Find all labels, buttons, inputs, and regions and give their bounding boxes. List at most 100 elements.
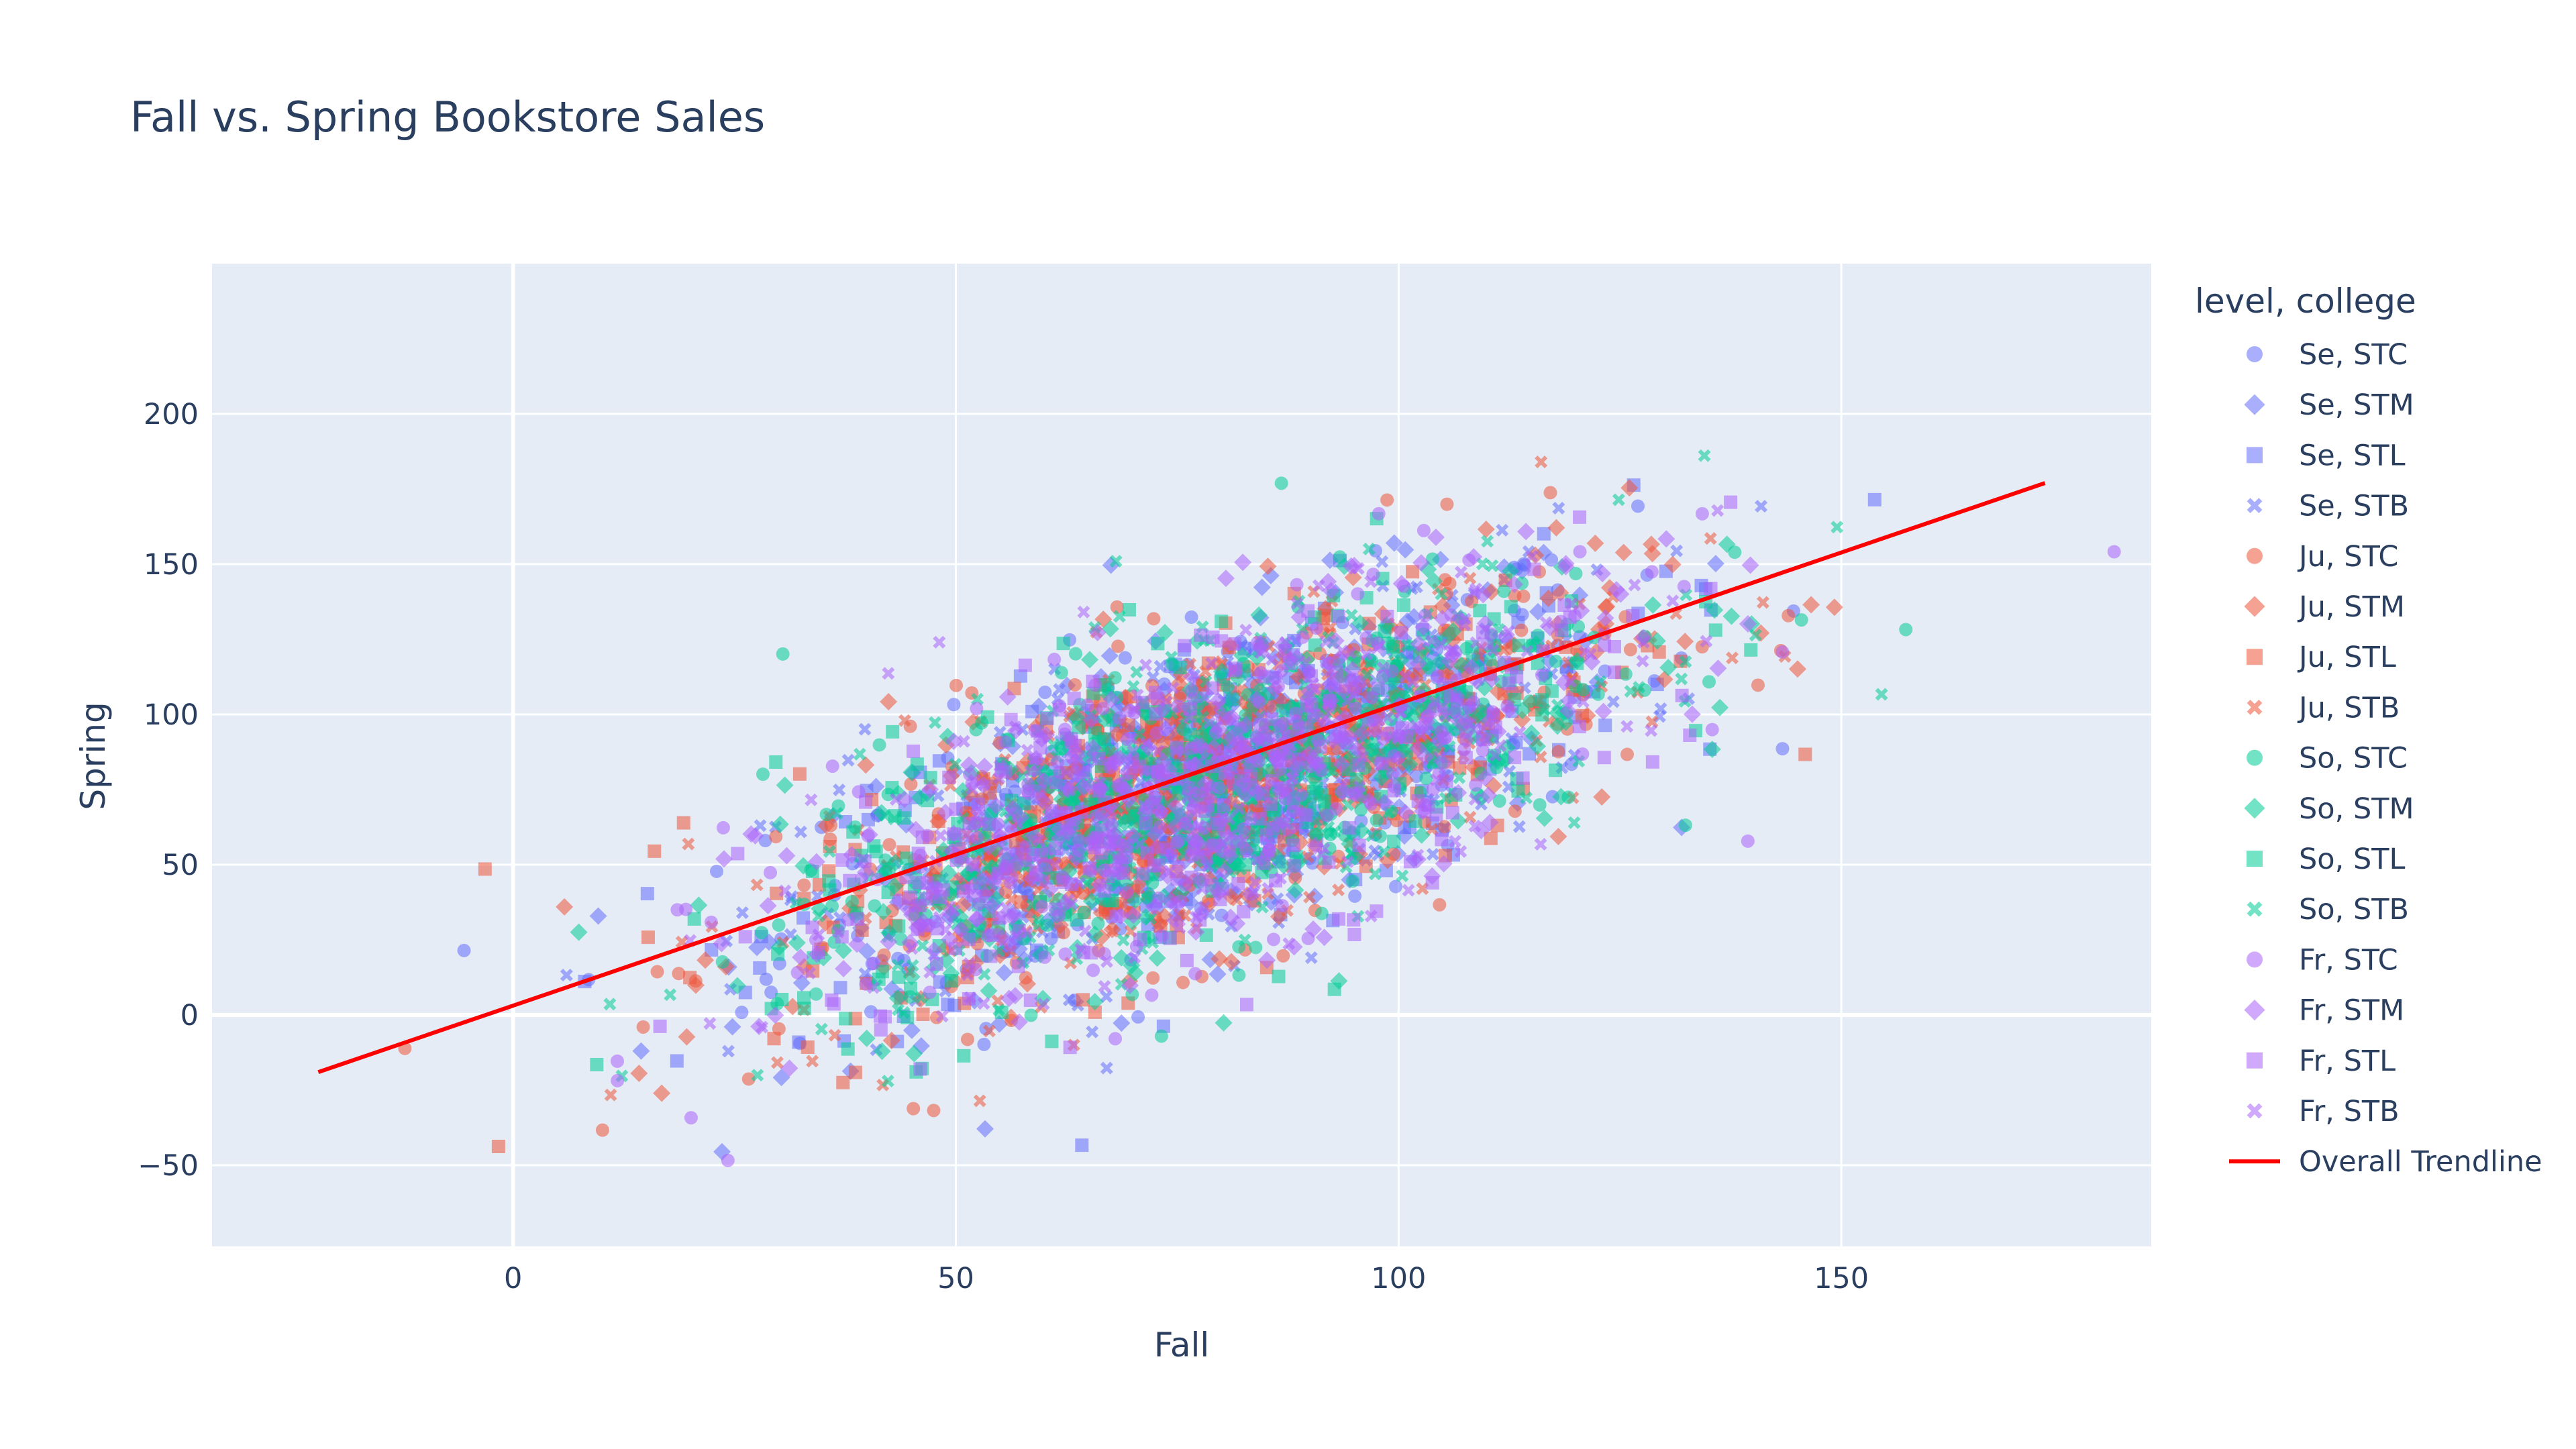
legend-item[interactable]: Ju, STC xyxy=(2247,540,2398,574)
scatter-point xyxy=(715,955,729,969)
scatter-point xyxy=(1218,766,1232,780)
legend-item[interactable]: Ju, STM xyxy=(2244,590,2405,624)
scatter-point xyxy=(1237,905,1251,919)
scatter-point xyxy=(1100,989,1113,1003)
legend-item-trendline[interactable]: Overall Trendline xyxy=(2229,1145,2542,1179)
scatter-point xyxy=(1215,1014,1233,1032)
scatter-point xyxy=(1376,757,1390,771)
scatter-point xyxy=(1326,764,1339,777)
scatter-point xyxy=(1663,555,1682,574)
scatter-point xyxy=(1185,683,1199,697)
scatter-point xyxy=(1028,863,1041,877)
y-tick-label: 0 xyxy=(181,999,199,1032)
scatter-point xyxy=(1620,747,1634,761)
scatter-point xyxy=(1292,752,1306,766)
scatter-point xyxy=(1050,820,1068,838)
scatter-point xyxy=(1525,549,1539,563)
legend-item[interactable]: Se, STB xyxy=(2247,490,2410,523)
scatter-point xyxy=(797,991,811,1005)
scatter-point xyxy=(731,847,745,861)
legend-item[interactable]: Se, STM xyxy=(2244,388,2414,422)
scatter-point xyxy=(1328,825,1341,839)
scatter-point xyxy=(1749,629,1762,642)
legend-item[interactable]: So, STL xyxy=(2247,843,2406,876)
legend-item[interactable]: Fr, STB xyxy=(2247,1095,2400,1128)
scatter-point xyxy=(1510,670,1524,684)
scatter-point xyxy=(1230,894,1243,907)
scatter-point xyxy=(1053,683,1066,696)
scatter-point xyxy=(1433,751,1446,764)
legend-symbol xyxy=(2247,649,2263,665)
scatter-point xyxy=(1728,545,1742,559)
scatter-point xyxy=(1551,584,1569,602)
legend-item[interactable]: Ju, STL xyxy=(2247,641,2396,674)
scatter-point xyxy=(1319,655,1333,668)
scatter-point xyxy=(1187,923,1205,941)
scatter-point xyxy=(1539,590,1557,608)
scatter-point xyxy=(1560,692,1578,710)
scatter-point xyxy=(1025,704,1039,718)
scatter-point xyxy=(1176,975,1190,989)
scatter-point xyxy=(1054,665,1068,680)
scatter-point xyxy=(1135,867,1149,881)
scatter-point xyxy=(885,781,899,795)
legend-label: Ju, STL xyxy=(2297,641,2396,674)
legend-item[interactable]: Ju, STB xyxy=(2247,691,2400,724)
legend-symbol xyxy=(2247,749,2263,766)
scatter-point xyxy=(1512,820,1526,833)
scatter-point xyxy=(1549,763,1563,777)
scatter-point xyxy=(1425,572,1443,590)
scatter-point xyxy=(721,1044,735,1058)
scatter-point xyxy=(1378,624,1392,638)
scatter-point xyxy=(1549,717,1567,735)
x-tick-label: 50 xyxy=(937,1262,974,1295)
legend-item[interactable]: Se, STL xyxy=(2247,439,2406,472)
scatter-point xyxy=(1637,635,1650,649)
scatter-point xyxy=(858,854,872,868)
scatter-point xyxy=(1435,833,1449,847)
scatter-point xyxy=(910,757,924,771)
scatter-point xyxy=(941,998,955,1012)
scatter-point xyxy=(1331,610,1345,624)
scatter-point xyxy=(756,767,770,782)
scatter-point xyxy=(672,967,686,981)
scatter-point xyxy=(1183,667,1201,686)
scatter-point xyxy=(1032,834,1045,847)
scatter-point xyxy=(1287,859,1301,873)
scatter-point xyxy=(898,714,911,727)
legend-item[interactable]: So, STM xyxy=(2244,792,2414,826)
scatter-point xyxy=(1633,680,1646,694)
scatter-point xyxy=(923,985,937,1000)
scatter-point xyxy=(915,830,929,845)
scatter-point xyxy=(1072,720,1086,735)
scatter-point xyxy=(1775,645,1790,659)
scatter-point xyxy=(1494,739,1507,752)
scatter-point xyxy=(1266,653,1279,666)
scatter-point xyxy=(1258,951,1276,969)
scatter-point xyxy=(889,793,903,806)
scatter-point xyxy=(759,897,777,915)
scatter-point xyxy=(1554,623,1568,637)
scatter-point xyxy=(1537,527,1551,541)
legend-item[interactable]: Fr, STL xyxy=(2247,1044,2395,1078)
scatter-point xyxy=(1476,769,1494,787)
scatter-point xyxy=(1117,866,1131,880)
legend-item[interactable]: Fr, STM xyxy=(2244,994,2404,1028)
scatter-point xyxy=(1215,711,1229,725)
scatter-point xyxy=(1237,716,1255,734)
legend-item[interactable]: So, STC xyxy=(2247,742,2408,775)
scatter-point xyxy=(1705,722,1719,737)
scatter-point xyxy=(1567,816,1581,829)
legend-items[interactable]: Se, STC Se, STM Se, STL Se, STB Ju, STC Ju, S… xyxy=(2229,338,2542,1179)
scatter-point xyxy=(1473,604,1487,618)
legend-item[interactable]: Se, STC xyxy=(2247,338,2408,372)
legend-item[interactable]: So, STB xyxy=(2247,893,2409,926)
scatter-point xyxy=(771,947,785,961)
legend-item[interactable]: Fr, STC xyxy=(2247,943,2398,977)
scatter-point xyxy=(1013,669,1027,683)
scatter-point xyxy=(1345,874,1359,888)
scatter-point xyxy=(1148,796,1162,809)
scatter-point xyxy=(1340,736,1354,750)
scatter-point xyxy=(933,975,947,989)
